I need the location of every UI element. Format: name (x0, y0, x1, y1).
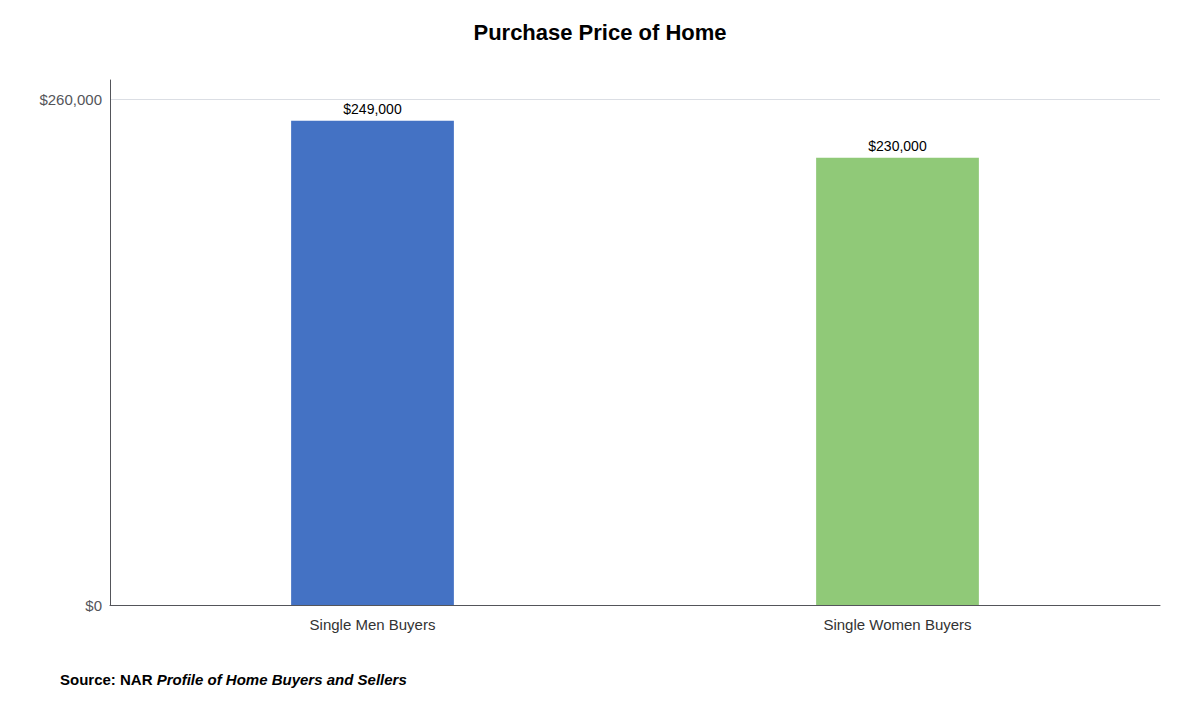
svg-text:$249,000: $249,000 (343, 101, 402, 117)
svg-text:Single Women Buyers: Single Women Buyers (823, 616, 971, 633)
svg-text:$260,000: $260,000 (39, 91, 102, 108)
svg-text:$0: $0 (85, 597, 102, 614)
svg-text:Source: NAR: Source: NAR (60, 671, 157, 688)
svg-text:Profile of Home Buyers and Sel: Profile of Home Buyers and Sellers (157, 671, 407, 688)
svg-text:$230,000: $230,000 (868, 138, 927, 154)
svg-text:Single Men Buyers: Single Men Buyers (310, 616, 436, 633)
svg-text:Purchase Price of Home: Purchase Price of Home (473, 20, 726, 45)
